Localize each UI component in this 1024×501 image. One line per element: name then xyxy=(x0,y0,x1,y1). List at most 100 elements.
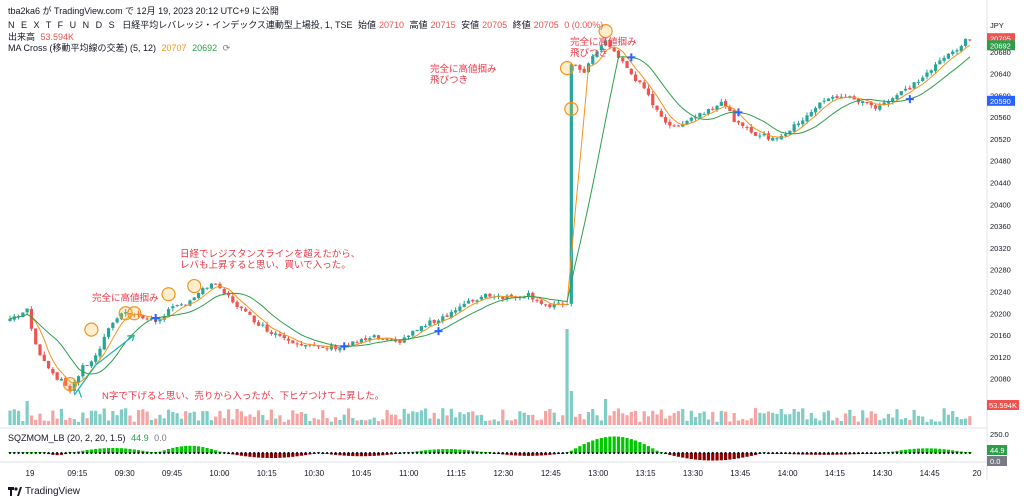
sqz-value-1: 44.9 xyxy=(131,433,149,443)
candle-body xyxy=(359,339,363,343)
instrument-name: 日経平均レバレッジ・インデックス連動型上場投, 1, TSE xyxy=(122,20,353,30)
squeeze-dot xyxy=(553,451,556,455)
candle-body xyxy=(831,96,835,99)
squeeze-bar xyxy=(102,448,106,453)
candle-body xyxy=(29,308,34,329)
candle-body xyxy=(256,322,261,326)
volume-badge xyxy=(987,400,1019,410)
volume-bar xyxy=(424,408,428,425)
squeeze-dot xyxy=(745,451,749,455)
squeeze-bar xyxy=(672,453,676,456)
volume-bar xyxy=(642,411,646,425)
squeeze-dot xyxy=(814,451,817,455)
candle-body xyxy=(505,295,509,300)
squeeze-dot xyxy=(77,451,80,455)
volume-bar xyxy=(222,418,226,425)
price-badge-label: 20692 xyxy=(990,41,1011,50)
candle-body xyxy=(685,120,689,125)
squeeze-bar xyxy=(201,447,205,453)
squeeze-dot xyxy=(90,451,93,455)
volume-bar xyxy=(124,408,128,425)
volume-bar xyxy=(895,409,899,425)
squeeze-dot xyxy=(943,451,946,455)
candle-body xyxy=(921,77,925,81)
volume-bar xyxy=(955,416,959,425)
candle-body xyxy=(192,297,196,301)
squeeze-bar xyxy=(544,453,548,456)
volume-bar xyxy=(376,421,381,425)
open-label: 始値 xyxy=(357,20,376,30)
squeeze-bar xyxy=(732,453,736,459)
candle-body xyxy=(25,308,29,313)
squeeze-bar xyxy=(514,453,518,456)
link-icon[interactable]: ⟳ xyxy=(222,43,231,53)
volume-bar xyxy=(664,418,668,425)
squeeze-dot xyxy=(848,451,851,455)
squeeze-dot xyxy=(26,451,29,455)
squeeze-dot xyxy=(98,451,102,455)
price-tick: 20520 xyxy=(990,135,1011,144)
squeeze-dot xyxy=(870,451,873,455)
squeeze-bar xyxy=(912,448,916,453)
volume-bar xyxy=(162,418,166,425)
candle-body xyxy=(248,311,252,315)
volume-bar xyxy=(826,410,831,425)
squeeze-bar xyxy=(719,453,723,461)
candle-body xyxy=(818,102,822,109)
squeeze-dot xyxy=(801,451,804,455)
volume-bar xyxy=(471,411,475,425)
symbol-legend[interactable]: N E X T F U N D S 日経平均レバレッジ・インデックス連動型上場投… xyxy=(8,18,606,31)
volume-bar xyxy=(282,421,286,425)
squeeze-dot xyxy=(883,451,886,455)
ma-slow-line xyxy=(9,56,971,375)
volume-bar xyxy=(166,409,171,425)
volume-bar xyxy=(154,418,158,425)
squeeze-dot xyxy=(463,451,466,455)
squeeze-dot xyxy=(600,451,603,455)
volume-bar xyxy=(556,421,561,425)
squeeze-dot xyxy=(621,451,624,455)
volume-bar xyxy=(741,418,745,425)
squeeze-bar xyxy=(925,448,929,453)
volume-bar xyxy=(496,421,501,425)
volume-bar xyxy=(441,408,445,425)
squeeze-dot xyxy=(951,451,954,455)
squeeze-dot xyxy=(685,451,689,455)
volume-bar xyxy=(372,417,376,425)
tradingview-logo[interactable]: TradingView xyxy=(8,486,80,497)
squeeze-dot xyxy=(325,451,329,455)
squeeze-bar xyxy=(723,453,728,460)
squeeze-bar xyxy=(531,453,535,456)
sqz-legend[interactable]: SQZMOM_LB (20, 2, 20, 1.5) 44.9 0.0 xyxy=(8,433,170,443)
squeeze-bar xyxy=(908,449,912,453)
candle-body xyxy=(16,316,21,318)
squeeze-dot xyxy=(278,451,282,455)
candle-body xyxy=(205,287,209,289)
squeeze-dot xyxy=(625,451,629,455)
time-tick: 19 xyxy=(26,469,35,478)
volume-bar xyxy=(878,420,882,425)
volume-bar xyxy=(46,421,51,425)
squeeze-dot xyxy=(94,451,97,455)
squeeze-dot xyxy=(445,451,449,455)
volume-bar xyxy=(792,408,796,425)
squeeze-bar xyxy=(595,439,599,453)
volume-bar xyxy=(274,418,278,425)
volume-bar xyxy=(484,420,488,425)
volume-bar xyxy=(938,421,942,425)
volume-bar xyxy=(779,409,783,425)
squeeze-bar xyxy=(282,453,286,458)
volume-legend[interactable]: 出来高 53.594K xyxy=(8,30,77,43)
squeeze-bar xyxy=(89,449,94,453)
volume-bar xyxy=(231,419,235,425)
candle-body xyxy=(912,82,916,89)
price-tick: 20320 xyxy=(990,244,1011,253)
volume-bar xyxy=(929,419,933,425)
candle-body xyxy=(235,301,239,307)
entry-circle xyxy=(598,23,613,39)
candle-body xyxy=(839,96,843,98)
ma-legend[interactable]: MA Cross (移動平均線の交差) (5, 12) 20707 20692 … xyxy=(8,41,233,54)
volume-bar xyxy=(865,417,869,425)
entry-circle xyxy=(559,61,575,76)
